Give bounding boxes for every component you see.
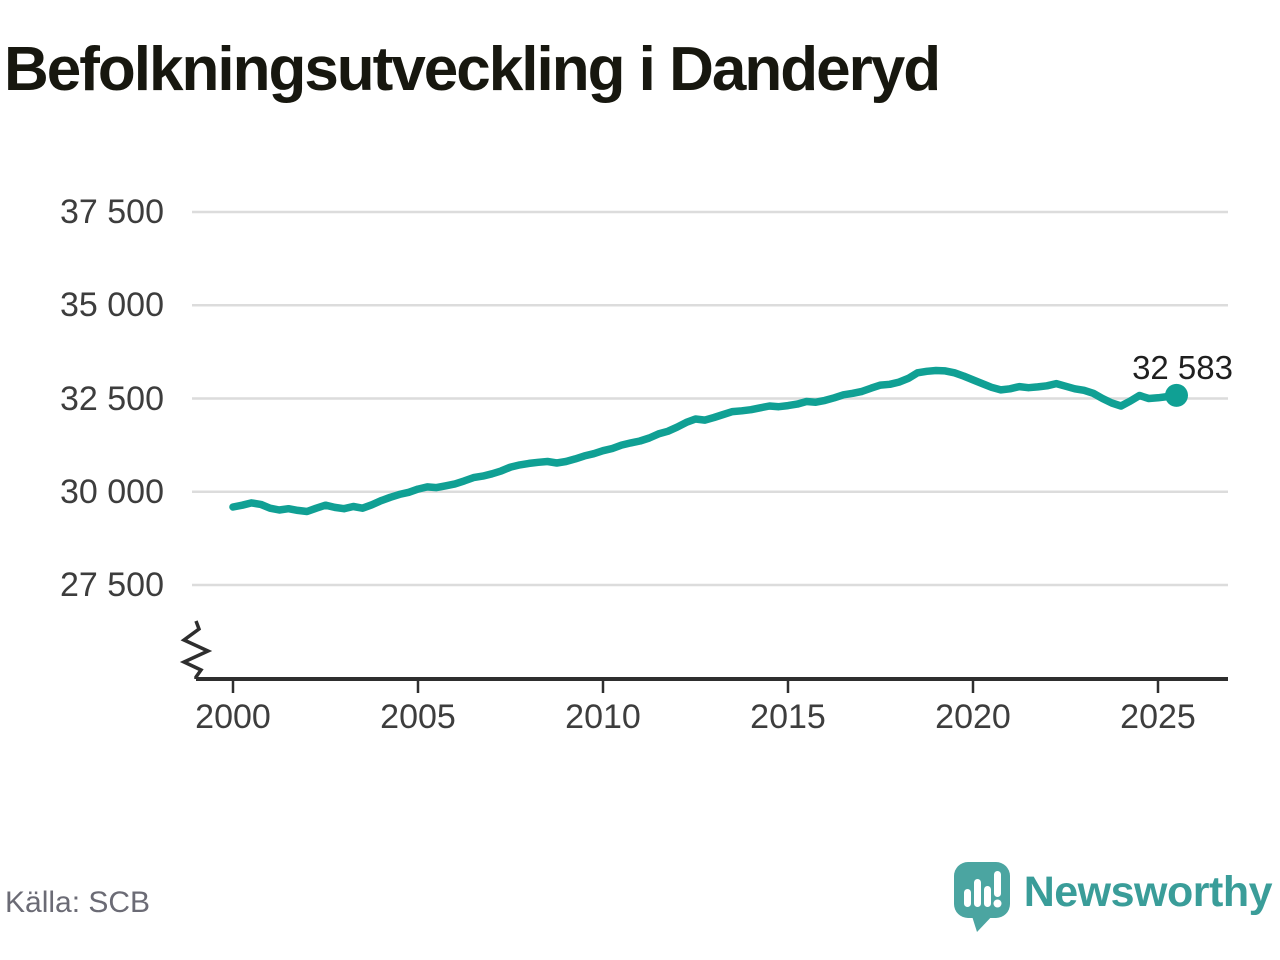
y-tick-label: 32 500 bbox=[60, 379, 164, 418]
x-tick-label: 2005 bbox=[380, 698, 456, 736]
newsworthy-wordmark: Newsworthy bbox=[1023, 867, 1273, 916]
population-line bbox=[229, 366, 1181, 516]
latest-point-marker bbox=[1165, 383, 1188, 407]
source-note: Källa: SCB bbox=[5, 886, 151, 919]
x-tick-label: 2010 bbox=[565, 698, 641, 736]
x-tick-label: 2025 bbox=[1120, 698, 1196, 736]
x-tick-label: 2000 bbox=[195, 698, 271, 736]
axis-break-icon bbox=[179, 620, 213, 679]
x-tick-label: 2015 bbox=[750, 698, 826, 736]
y-tick-label: 30 000 bbox=[60, 472, 164, 511]
chart-title: Befolkningsutveckling i Danderyd bbox=[4, 35, 941, 104]
y-tick-label: 27 500 bbox=[60, 566, 164, 604]
y-tick-label: 37 500 bbox=[60, 193, 164, 231]
x-tick-label: 2020 bbox=[935, 698, 1011, 736]
y-tick-label: 35 000 bbox=[60, 286, 164, 325]
newsworthy-logo-icon bbox=[953, 862, 1010, 932]
latest-value-label: 32 583 bbox=[1132, 349, 1233, 386]
newsworthy-logo: Newsworthy bbox=[953, 861, 1273, 937]
